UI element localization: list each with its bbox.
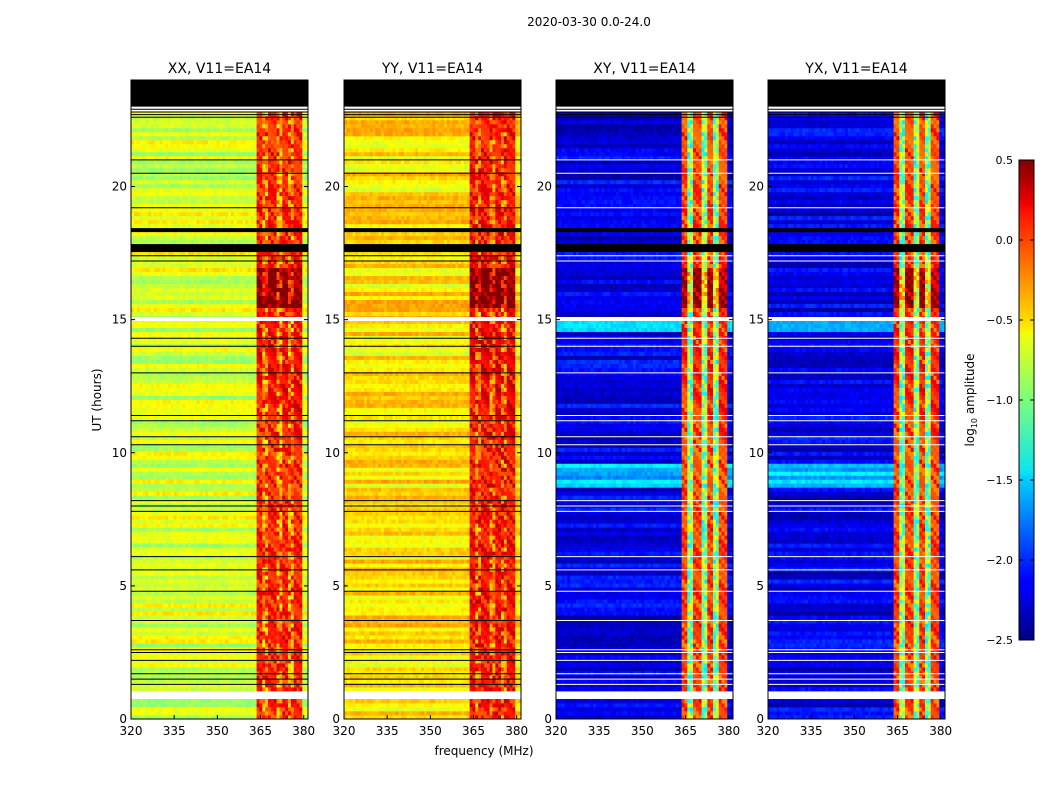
x-tick-label: 350 — [631, 724, 654, 738]
x-tick-label: 380 — [929, 724, 952, 738]
x-tick-label: 320 — [757, 724, 780, 738]
x-tick-label: 380 — [717, 724, 740, 738]
panel-title: XX, V11=EA14 — [168, 61, 272, 77]
colorbar-tick-label: −1.0 — [986, 394, 1013, 407]
y-tick-label: 20 — [112, 180, 127, 194]
y-tick-label: 5 — [756, 579, 764, 593]
x-tick-label: 365 — [886, 724, 909, 738]
figure-title: 2020-03-30 0.0-24.0 — [527, 15, 651, 29]
x-tick-label: 380 — [292, 724, 315, 738]
figure: 2020-03-30 0.0-24.0 XX, V11=EA14 320 335 35… — [0, 0, 1050, 800]
gap-line — [768, 317, 945, 321]
flagged-block — [131, 80, 308, 107]
y-tick-label: 10 — [537, 446, 552, 460]
y-axis-label: UT (hours) — [90, 368, 104, 431]
x-tick-label: 350 — [206, 724, 229, 738]
colorbar-tick-label: −0.5 — [986, 314, 1013, 327]
gap-line — [556, 317, 733, 321]
x-tick-label: 365 — [674, 724, 697, 738]
x-tick-label: 335 — [163, 724, 186, 738]
y-tick-label: 20 — [537, 180, 552, 194]
y-tick-label: 10 — [749, 446, 764, 460]
y-tick-label: 5 — [119, 579, 127, 593]
x-tick-label: 320 — [545, 724, 568, 738]
x-tick-label: 365 — [249, 724, 272, 738]
flagged-block — [344, 80, 521, 107]
y-tick-label: 20 — [749, 180, 764, 194]
colorbar-tick-label: 0.0 — [996, 234, 1014, 247]
colorbar-tick-label: −2.0 — [986, 554, 1013, 567]
y-tick-label: 0 — [756, 712, 764, 726]
y-tick-label: 10 — [112, 446, 127, 460]
x-tick-label: 380 — [505, 724, 528, 738]
panel-1: YY, V11=EA14 320 335 350 365 380 0 5 10 15 20 — [325, 61, 528, 738]
y-tick-label: 15 — [325, 313, 340, 327]
y-tick-label: 15 — [537, 313, 552, 327]
x-tick-label: 335 — [800, 724, 823, 738]
y-tick-label: 15 — [749, 313, 764, 327]
panel-2: XY, V11=EA14 320 335 350 365 380 0 5 10 15 20 — [537, 61, 740, 738]
panel-title: YY, V11=EA14 — [381, 61, 483, 77]
flagged-block — [768, 80, 945, 107]
panel-3: YX, V11=EA14 320 335 350 365 380 0 5 10 15 20 — [749, 61, 952, 738]
y-tick-label: 5 — [332, 579, 340, 593]
gap-line — [131, 317, 308, 321]
x-axis-label: frequency (MHz) — [434, 744, 533, 758]
x-tick-label: 320 — [120, 724, 143, 738]
x-tick-label: 320 — [333, 724, 356, 738]
x-tick-label: 350 — [419, 724, 442, 738]
colorbar-label: log10 amplitude — [963, 354, 979, 447]
colorbar-tick-label: 0.5 — [996, 154, 1014, 167]
colorbar: −2.5 −2.0 −1.5 −1.0 −0.5 0.0 0.5 log10 amplitu… — [963, 154, 1034, 647]
y-tick-label: 15 — [112, 313, 127, 327]
panel-title: YX, V11=EA14 — [804, 61, 907, 77]
y-tick-label: 0 — [332, 712, 340, 726]
y-tick-label: 0 — [544, 712, 552, 726]
panel-0: XX, V11=EA14 320 335 350 365 380 0 5 10 15 20 — [112, 61, 315, 738]
panel-title: XY, V11=EA14 — [593, 61, 695, 77]
gap-line — [344, 317, 521, 321]
y-tick-label: 20 — [325, 180, 340, 194]
x-tick-label: 335 — [588, 724, 611, 738]
y-tick-label: 10 — [325, 446, 340, 460]
flagged-block — [556, 80, 733, 107]
y-tick-label: 0 — [119, 712, 127, 726]
x-tick-label: 365 — [462, 724, 485, 738]
colorbar-tick-label: −2.5 — [986, 634, 1013, 647]
y-tick-label: 5 — [544, 579, 552, 593]
x-tick-label: 335 — [376, 724, 399, 738]
colorbar-tick-label: −1.5 — [986, 474, 1013, 487]
x-tick-label: 350 — [843, 724, 866, 738]
